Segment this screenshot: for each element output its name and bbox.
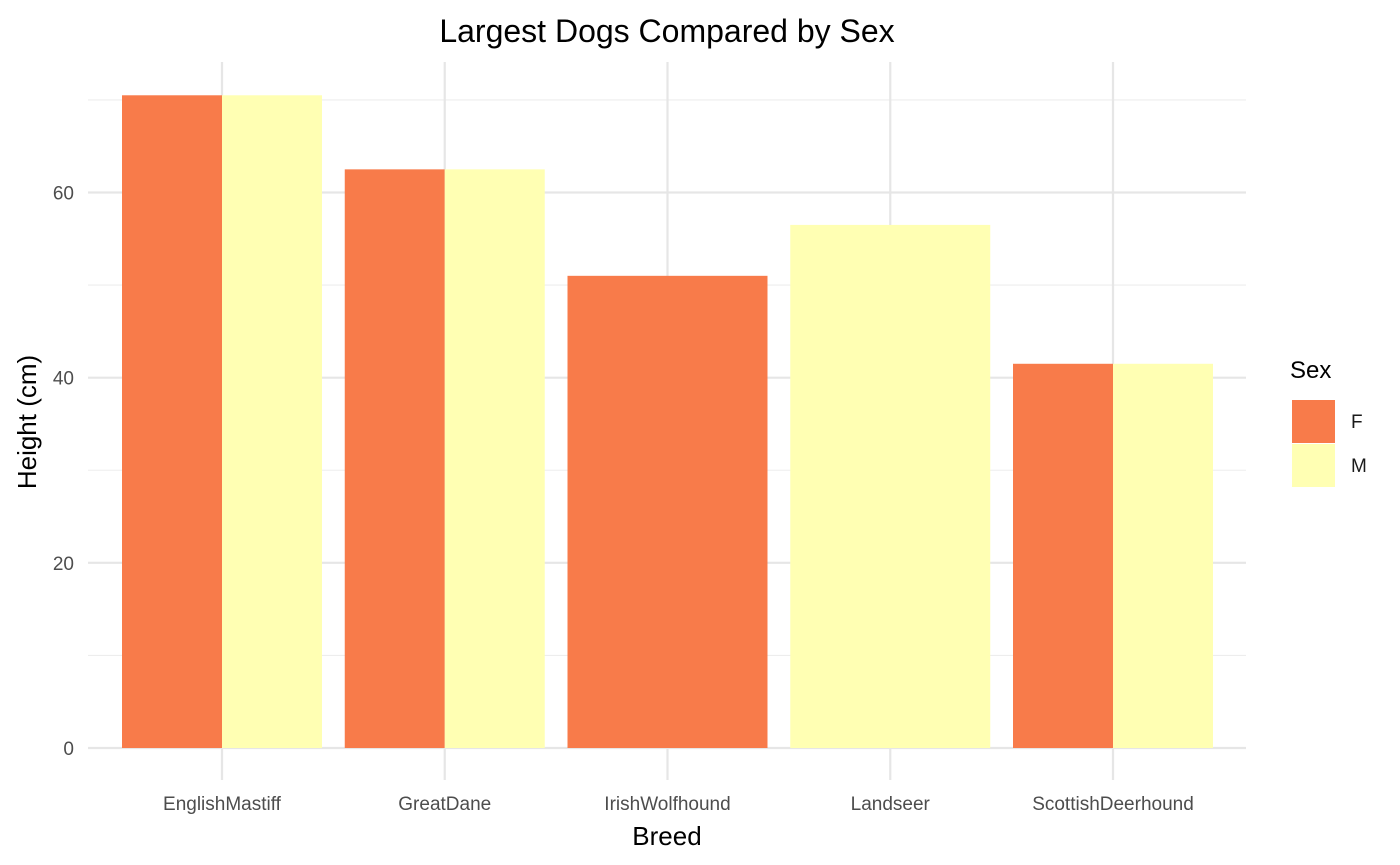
legend-label-F: F [1351, 412, 1363, 433]
bar-EnglishMastiff-F [122, 95, 222, 749]
x-axis-title: Breed [632, 821, 701, 851]
x-tick-label: EnglishMastiff [163, 794, 282, 815]
legend: Sex F M [1290, 357, 1367, 487]
legend-swatch-F [1292, 400, 1335, 443]
legend-label-M: M [1351, 456, 1367, 477]
y-tick-label: 20 [53, 554, 74, 575]
bar-ScottishDeerhound-M [1113, 363, 1213, 748]
y-axis-ticks: 0 20 40 60 [53, 184, 74, 761]
legend-swatch-M [1292, 444, 1335, 487]
x-tick-label: GreatDane [398, 794, 491, 815]
chart-title: Largest Dogs Compared by Sex [439, 13, 894, 49]
bar-ScottishDeerhound-F [1013, 363, 1113, 748]
y-tick-label: 40 [53, 369, 74, 390]
bar-GreatDane-M [444, 169, 545, 748]
bars [122, 95, 1213, 749]
bar-Landseer-M [790, 224, 991, 748]
bar-GreatDane-F [344, 169, 445, 748]
y-tick-label: 60 [53, 184, 74, 205]
y-tick-label: 0 [63, 739, 74, 760]
y-axis-title: Height (cm) [12, 355, 42, 489]
bar-EnglishMastiff-M [222, 95, 322, 749]
legend-title: Sex [1290, 357, 1331, 384]
x-axis-ticks: EnglishMastiff GreatDane IrishWolfhound Lan… [163, 794, 1194, 815]
x-tick-label: Landseer [851, 794, 931, 815]
x-tick-label: ScottishDeerhound [1032, 794, 1194, 815]
bar-IrishWolfhound-F [567, 275, 768, 748]
x-tick-label: IrishWolfhound [604, 794, 730, 815]
